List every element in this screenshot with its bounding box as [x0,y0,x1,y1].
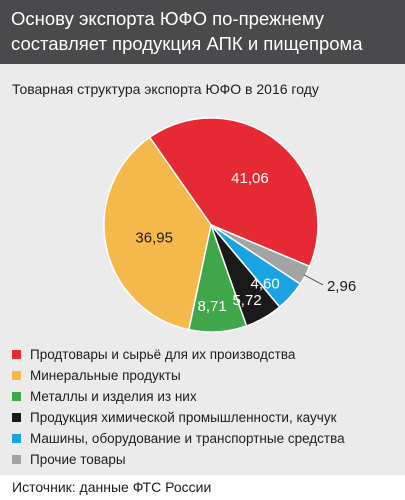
pie-slice [103,136,212,331]
data-label: 41,06 [231,170,269,187]
data-label: 5,72 [232,292,261,309]
legend-label: Машины, оборудование и транспортные сред… [30,431,345,446]
legend-swatch [12,434,21,443]
data-label: 4,60 [251,275,280,292]
legend-swatch [12,371,21,380]
headline: Основу экспорта ЮФО по-прежнему составля… [11,8,363,54]
legend-swatch [12,392,21,401]
legend-swatch [12,350,21,359]
legend-swatch [12,413,21,422]
chart-title: Товарная структура экспорта ЮФО в 2016 г… [12,81,319,97]
legend-label: Минеральные продукты [30,368,181,383]
header-bar [0,0,405,64]
data-label: 8,71 [198,298,227,315]
legend-label: Металлы и изделия из них [30,389,197,404]
source-note: Источник: данные ФТС России [12,479,212,495]
pie-slice [148,117,319,268]
data-label: 36,95 [135,230,173,247]
legend-swatch [12,455,21,464]
legend-label: Продукция химической промышленности, кау… [30,410,337,425]
footer [0,475,405,500]
data-label: 2,96 [327,278,356,295]
legend-label: Прочие товары [30,452,126,467]
leader-line [303,274,324,286]
legend-label: Продтовары и сырьё для их производства [30,347,296,362]
